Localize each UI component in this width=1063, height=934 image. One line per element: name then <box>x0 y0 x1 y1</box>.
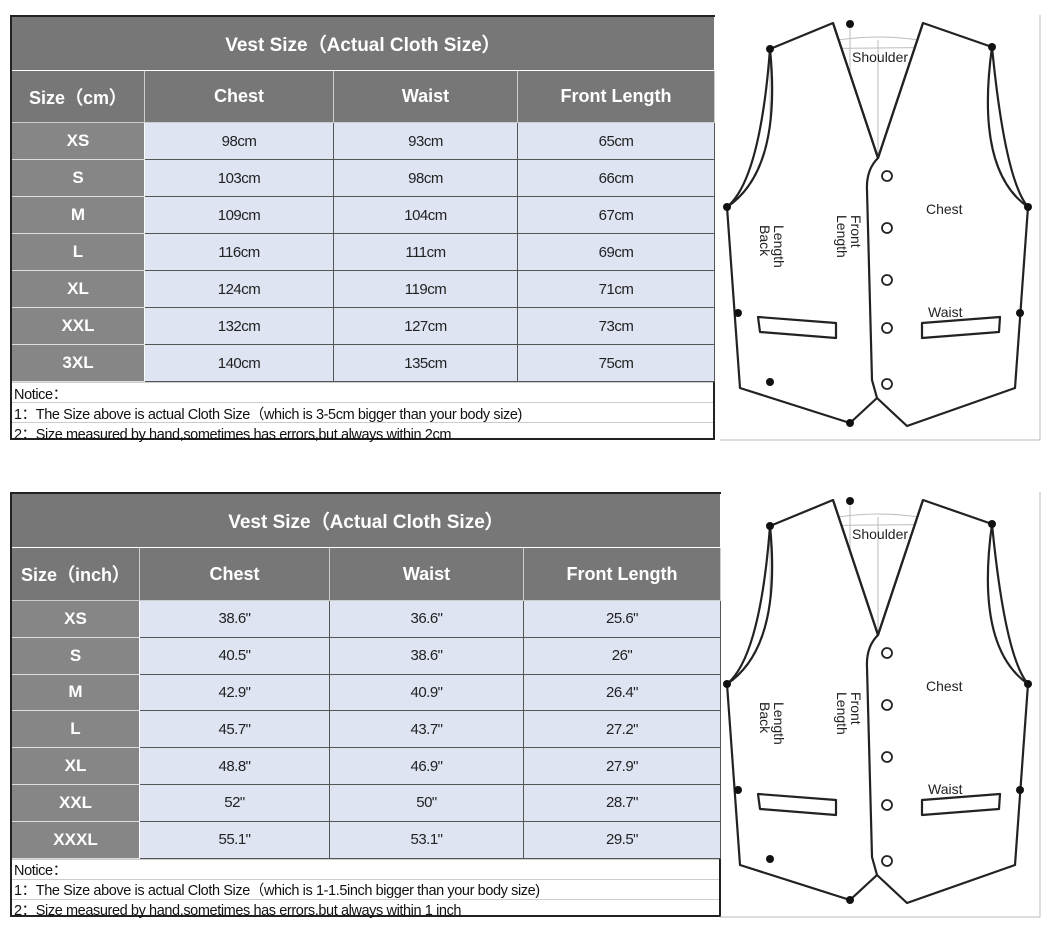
table-cell: 45.7" <box>140 711 330 749</box>
size-cell: XS <box>12 123 145 160</box>
table-cell: 103cm <box>145 160 334 197</box>
column-header: Size（inch） <box>12 548 140 601</box>
table-cell: 109cm <box>145 197 334 234</box>
notice-line: Notice： <box>12 382 713 403</box>
table-title: Vest Size（Actual Cloth Size） <box>12 494 721 548</box>
notice-line: 1：The Size above is actual Cloth Size（wh… <box>12 402 713 423</box>
size-cell: XL <box>12 748 140 785</box>
shoulder-label: Shoulder <box>852 526 908 542</box>
size-table-inch: Vest Size（Actual Cloth Size） Size（inch） Ch… <box>10 492 721 920</box>
table-cell: 38.6" <box>140 601 330 638</box>
table-cell: 42.9" <box>140 674 330 712</box>
table-cell: 98cm <box>145 123 334 160</box>
table-cell: 29.5" <box>524 821 721 859</box>
table-cell: 46.9" <box>330 748 524 785</box>
table-cell: 40.9" <box>330 674 524 712</box>
back-length-label: BackLength <box>757 225 787 268</box>
column-header: Front Length <box>524 548 721 601</box>
column-header: Waist <box>330 548 524 601</box>
size-table-cm: Vest Size（Actual Cloth Size） Size（cm） Ches… <box>10 15 715 443</box>
column-header: Chest <box>145 71 334 123</box>
table-cell: 43.7" <box>330 711 524 749</box>
vest-diagram: Shoulder Chest Waist BackLength FrontLen… <box>720 15 1041 441</box>
front-length-label: FrontLength <box>834 692 864 735</box>
notice-line: 1：The Size above is actual Cloth Size（wh… <box>12 878 719 900</box>
back-length-label: BackLength <box>757 702 787 745</box>
table-cell: 48.8" <box>140 748 330 785</box>
vest-diagram: Shoulder Chest Waist BackLength FrontLen… <box>720 492 1041 918</box>
shoulder-label: Shoulder <box>852 49 908 65</box>
waist-label: Waist <box>928 781 963 797</box>
table-cell: 66cm <box>518 160 715 197</box>
column-header: Front Length <box>518 71 715 123</box>
table-cell: 65cm <box>518 123 715 160</box>
size-cell: S <box>12 160 145 197</box>
table-cell: 27.2" <box>524 711 721 749</box>
table-cell: 50" <box>330 785 524 822</box>
table-cell: 116cm <box>145 234 334 271</box>
table-cell: 38.6" <box>330 637 524 675</box>
table-cell: 27.9" <box>524 748 721 785</box>
size-cell: L <box>12 711 140 749</box>
size-cell: M <box>12 197 145 234</box>
table-cell: 140cm <box>145 345 334 382</box>
notice-line: 2：Size measured by hand,sometimes has er… <box>12 422 713 443</box>
size-cell: XXL <box>12 308 145 345</box>
table-cell: 119cm <box>334 271 518 308</box>
table-cell: 52" <box>140 785 330 822</box>
chest-label: Chest <box>926 201 963 217</box>
table-cell: 104cm <box>334 197 518 234</box>
table-cell: 26" <box>524 637 721 675</box>
vest-diagram-bottom: Shoulder Chest Waist BackLength FrontLen… <box>720 487 1063 927</box>
size-cell: 3XL <box>12 345 145 382</box>
table-cell: 55.1" <box>140 821 330 859</box>
table-cell: 98cm <box>334 160 518 197</box>
table-cell: 71cm <box>518 271 715 308</box>
front-length-label: FrontLength <box>834 215 864 258</box>
size-cell: L <box>12 234 145 271</box>
size-cell: M <box>12 674 140 712</box>
table-cell: 25.6" <box>524 601 721 638</box>
table-cell: 53.1" <box>330 821 524 859</box>
table-cell: 67cm <box>518 197 715 234</box>
table-cell: 40.5" <box>140 637 330 675</box>
notice-line: 2：Size measured by hand,sometimes has er… <box>12 898 719 920</box>
waist-label: Waist <box>928 304 963 320</box>
table-cell: 124cm <box>145 271 334 308</box>
table-cell: 135cm <box>334 345 518 382</box>
table-cell: 111cm <box>334 234 518 271</box>
table-cell: 93cm <box>334 123 518 160</box>
column-header: Size（cm） <box>12 71 145 123</box>
table-cell: 127cm <box>334 308 518 345</box>
table-title: Vest Size（Actual Cloth Size） <box>12 17 715 71</box>
table-cell: 26.4" <box>524 674 721 712</box>
size-cell: XS <box>12 601 140 638</box>
size-cell: S <box>12 637 140 675</box>
table-cell: 28.7" <box>524 785 721 822</box>
table-cell: 73cm <box>518 308 715 345</box>
vest-diagram-top: Shoulder Chest Waist BackLength FrontLen… <box>720 10 1063 450</box>
notice-line: Notice： <box>12 858 719 880</box>
table-cell: 36.6" <box>330 601 524 638</box>
size-cell: XL <box>12 271 145 308</box>
size-cell: XXXL <box>12 821 140 859</box>
column-header: Waist <box>334 71 518 123</box>
chest-label: Chest <box>926 678 963 694</box>
table-cell: 75cm <box>518 345 715 382</box>
size-cell: XXL <box>12 785 140 822</box>
table-cell: 69cm <box>518 234 715 271</box>
column-header: Chest <box>140 548 330 601</box>
table-cell: 132cm <box>145 308 334 345</box>
